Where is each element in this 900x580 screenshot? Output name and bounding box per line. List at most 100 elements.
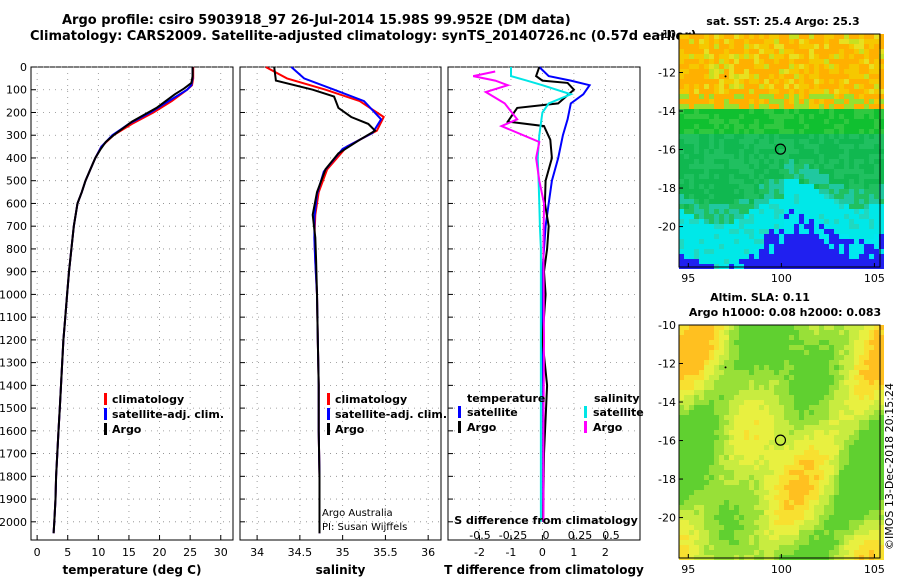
diff-legend-sal-label: satellite xyxy=(593,406,644,419)
temperature-xtick-label: 10 xyxy=(91,546,105,559)
salinity-series-argo xyxy=(273,66,377,534)
salinity-legend-swatch xyxy=(327,408,330,420)
difference-xtick-label: 1 xyxy=(570,546,577,559)
temperature-panel: 0 5 10 15 20 25 300100200300400500600700800900… xyxy=(0,61,234,577)
depth-tick-label: 400 xyxy=(6,152,27,165)
diff-legend-temp-swatch xyxy=(458,421,461,433)
sla-map-island xyxy=(724,366,727,369)
salinity-legend-label: Argo xyxy=(335,423,365,436)
salinity-panel: 34 34.5 35 35.5 36 salinity climatology satelli… xyxy=(239,66,447,577)
sla-map-xtick-label: 95 xyxy=(681,563,695,576)
difference-xtick-label: -2 xyxy=(474,546,485,559)
depth-tick-label: 900 xyxy=(6,266,27,279)
sla-map-panel: 95 100 105 -10 -12 -14 -16 -18 -20 Altim. SLA: 0.… xyxy=(658,291,885,576)
sst-map-ytick-label: -20 xyxy=(658,221,676,234)
sst-map-xtick-label: 100 xyxy=(771,272,792,285)
temperature-xlabel: temperature (deg C) xyxy=(63,563,202,577)
depth-tick-label: 2000 xyxy=(0,516,27,529)
header-line1: Argo profile: csiro 5903918_97 26-Jul-20… xyxy=(62,13,571,28)
sla-map-title: Altim. SLA: 0.11 xyxy=(710,291,810,304)
sla-map-ytick-label: -16 xyxy=(658,435,676,448)
diff-legend-sal-swatch xyxy=(584,406,587,418)
depth-tick-label: 300 xyxy=(6,129,27,142)
sla-map-frame xyxy=(678,324,881,559)
sla-map-xtick-label: 100 xyxy=(771,563,792,576)
sla-map-ytick-label: -14 xyxy=(658,396,676,409)
diff-top-tick-label: -0.25 xyxy=(499,529,527,542)
salinity-legend-swatch xyxy=(327,393,330,405)
depth-tick-label: 1200 xyxy=(0,334,27,347)
salinity-legend-label: satellite-adj. clim. xyxy=(335,408,447,421)
sst-map-xtick-label: 95 xyxy=(681,272,695,285)
depth-tick-label: 800 xyxy=(6,243,27,256)
salinity-annotation: PI: Susan Wijffels xyxy=(322,522,407,533)
diff-top-tick-label: 0.5 xyxy=(602,529,620,542)
salinity-xtick-label: 34.5 xyxy=(288,546,313,559)
temperature-xtick-label: 25 xyxy=(183,546,197,559)
diff-legend-temp-label: satellite xyxy=(467,406,518,419)
sla-map-ytick-label: -18 xyxy=(658,473,676,486)
salinity-xtick-label: 36 xyxy=(421,546,435,559)
salinity-frame xyxy=(239,66,442,541)
difference-xtick-label: 2 xyxy=(602,546,609,559)
header-line2: Climatology: CARS2009. Satellite-adjuste… xyxy=(30,29,697,44)
depth-tick-label: 1900 xyxy=(0,493,27,506)
sst-map-island xyxy=(724,75,727,78)
diff-top-tick-label: 0.25 xyxy=(568,529,593,542)
temperature-series-argo xyxy=(52,67,194,534)
sla-map-ytick-label: -20 xyxy=(658,512,676,525)
depth-tick-label: 1100 xyxy=(0,311,27,324)
sst-map-xtick-label: 105 xyxy=(864,272,885,285)
depth-tick-label: 1500 xyxy=(0,402,27,415)
diff-top-axis-label: S difference from climatology xyxy=(454,514,638,527)
sla-map-xtick-label: 105 xyxy=(864,563,885,576)
temperature-legend-swatch xyxy=(104,408,107,420)
temperature-frame xyxy=(30,66,234,541)
salinity-xtick-label: 34 xyxy=(250,546,264,559)
sst-map-field xyxy=(679,34,884,269)
sla-map-field xyxy=(679,325,884,560)
diff-legend-sal-title: salinity xyxy=(594,392,640,405)
depth-tick-label: 1700 xyxy=(0,448,27,461)
salinity-legend-swatch xyxy=(327,423,330,435)
depth-tick-label: 1400 xyxy=(0,379,27,392)
diff-top-tick-label: 0 xyxy=(543,529,550,542)
sst-map-argo-marker xyxy=(774,143,787,155)
diff-legend-temp-title: temperature xyxy=(467,392,545,405)
sla-map-ytick-label: -12 xyxy=(658,358,676,371)
sst-map-frame xyxy=(678,33,881,268)
difference-series-s-argo xyxy=(472,70,546,522)
salinity-xtick-label: 35 xyxy=(336,546,350,559)
sst-map-ytick-label: -10 xyxy=(658,28,676,41)
difference-xtick-label: -1 xyxy=(505,546,516,559)
salinity-xtick-label: 35.5 xyxy=(373,546,398,559)
temperature-xtick-label: 15 xyxy=(122,546,136,559)
temperature-xtick-label: 30 xyxy=(214,546,228,559)
salinity-xlabel: salinity xyxy=(316,563,366,577)
sst-map-panel: 95 100 105 -10 -12 -14 -16 -18 -20 sat. SST: 25.4… xyxy=(658,15,885,285)
sst-map-ytick-label: -16 xyxy=(658,144,676,157)
temperature-legend-label: satellite-adj. clim. xyxy=(112,408,224,421)
depth-tick-label: 600 xyxy=(6,197,27,210)
temperature-xtick-label: 5 xyxy=(64,546,71,559)
sst-map-ytick-label: -14 xyxy=(658,105,676,118)
depth-tick-label: 200 xyxy=(6,106,27,119)
difference-panel: -2 -1 0 1 2 T difference from climatology temp… xyxy=(444,66,644,577)
temperature-legend-label: Argo xyxy=(112,423,142,436)
depth-tick-label: 1800 xyxy=(0,470,27,483)
sla-map-argo-marker xyxy=(774,434,787,446)
temperature-legend-swatch xyxy=(104,423,107,435)
sst-map-ytick-label: -18 xyxy=(658,182,676,195)
diff-legend-sal-swatch xyxy=(584,421,587,433)
diff-legend-temp-swatch xyxy=(458,406,461,418)
sst-map-ytick-label: -12 xyxy=(658,67,676,80)
depth-tick-label: 1300 xyxy=(0,357,27,370)
sla-map-subtitle: Argo h1000: 0.08 h2000: 0.083 xyxy=(689,306,881,319)
temperature-xtick-label: 20 xyxy=(153,546,167,559)
depth-tick-label: 100 xyxy=(6,84,27,97)
sla-map-ytick-label: -10 xyxy=(658,319,676,332)
depth-tick-label: 0 xyxy=(20,61,27,74)
difference-xlabel: T difference from climatology xyxy=(444,563,644,577)
depth-tick-label: 1600 xyxy=(0,425,27,438)
